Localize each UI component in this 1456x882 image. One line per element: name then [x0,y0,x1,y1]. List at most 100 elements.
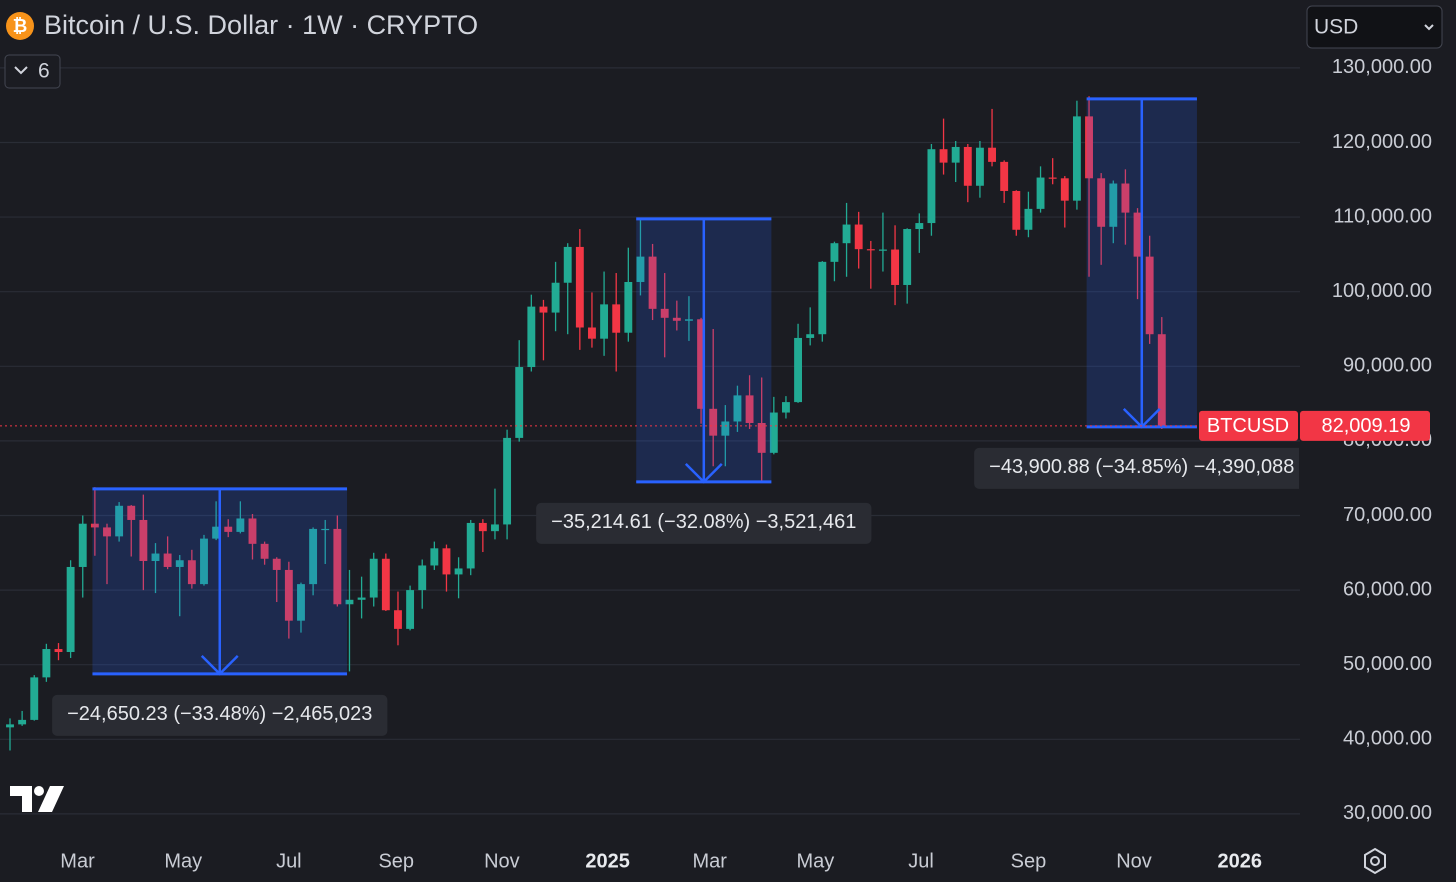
x-tick-label: Mar [692,850,727,872]
candle-body [430,548,439,566]
candle-body [672,317,681,321]
symbol-tag: BTCUSD [1207,415,1289,437]
candle-body [212,526,221,539]
candle-body [139,519,148,561]
candle-body [975,147,984,186]
y-tick-label: 130,000.00 [1332,56,1432,78]
candle-body [551,282,560,313]
y-tick-label: 90,000.00 [1343,355,1432,377]
measure-label: −43,900.88 (−34.85%) −4,390,088 [989,456,1294,478]
candle-body [963,146,972,186]
candle-body [806,334,815,338]
chevron [1424,24,1434,31]
x-tick-label: 2026 [1217,850,1262,872]
measure-label-bg [974,447,1299,489]
candle-body [515,367,524,438]
measure-label-bg [52,694,388,736]
candle-body [1036,177,1045,209]
candle-body [260,543,269,559]
measure-arrow [684,218,723,484]
candle-body [224,526,233,532]
y-tick-label: 30,000.00 [1343,802,1432,824]
candle-body [127,505,136,520]
candle-body [927,149,936,224]
candle-body [466,522,475,569]
candle-body [357,597,366,600]
candle-body [406,590,415,629]
candle-body [418,565,427,591]
candle-body [951,146,960,163]
last-price-tag-bg [1300,410,1430,441]
candle-body [575,246,584,328]
candle-body [103,527,111,537]
indicators-toggle[interactable] [4,54,61,89]
measure-arrow [1122,98,1161,429]
candle-body [284,569,293,621]
candle-body [600,304,609,339]
x-tick-label: Mar [60,850,95,872]
settings-button[interactable] [1364,847,1386,875]
candle-body [151,553,160,561]
measure-label: −35,214.61 (−32.08%) −3,521,461 [551,511,856,533]
candle-body [733,395,742,422]
x-tick-label: Sep [1011,850,1047,872]
candle-body [854,224,863,250]
y-tick-label: 40,000.00 [1343,728,1432,750]
candle-body [442,548,451,575]
candle-body [6,724,14,728]
candle-body [939,149,948,163]
candle-body [588,327,596,339]
candle-body [78,523,87,567]
candle-body [1048,177,1057,179]
currency-select[interactable] [1306,5,1443,49]
candle-body [685,319,693,321]
candle-body [1109,183,1118,227]
candle-body [1000,161,1009,191]
symbol-title: Bitcoin / U.S. Dollar · 1W · CRYPTO [44,10,478,40]
candle-body [878,249,887,251]
candle-body [491,524,499,532]
y-tick-label: 120,000.00 [1332,131,1432,153]
candle-body [745,395,754,423]
candle-body [1072,116,1081,201]
candle-body [891,249,899,285]
measure-arrow [200,488,239,676]
candle-body [248,518,257,544]
candle-body [1012,190,1021,230]
candle-body [636,256,645,282]
candle-body [903,229,912,285]
candle-body [660,308,669,318]
candle-body [648,256,657,309]
x-tick-label: 2025 [585,850,630,872]
candle-body [90,523,99,528]
y-tick-label: 70,000.00 [1343,504,1432,526]
candle-body [381,558,390,611]
candle-body [369,558,378,598]
candle-body [333,528,342,605]
candle-body [1024,208,1033,230]
candle-body [721,421,730,436]
candle-body [782,402,790,413]
candle-body [1133,212,1142,257]
measure-label: −24,650.23 (−33.48%) −2,465,023 [67,703,372,725]
x-tick-label: Jul [908,850,934,872]
candle-body [115,505,124,537]
indicators-count: 6 [38,60,50,83]
candle-body [988,147,996,162]
candle-body [527,306,536,368]
candle-body [915,223,924,230]
y-tick-label: 100,000.00 [1332,280,1432,302]
candle-body [866,249,875,251]
candle-body [1145,256,1154,335]
candle-body [1097,178,1106,227]
coin-icon-glyph: ₿ [13,16,28,36]
candle-body [18,719,27,725]
candle-body [30,677,39,720]
candle-body [454,568,463,575]
x-tick-label: May [164,850,202,872]
candle-body [66,566,75,653]
candle-body [503,437,512,525]
candle-body [200,538,208,585]
x-tick-label: May [797,850,835,872]
